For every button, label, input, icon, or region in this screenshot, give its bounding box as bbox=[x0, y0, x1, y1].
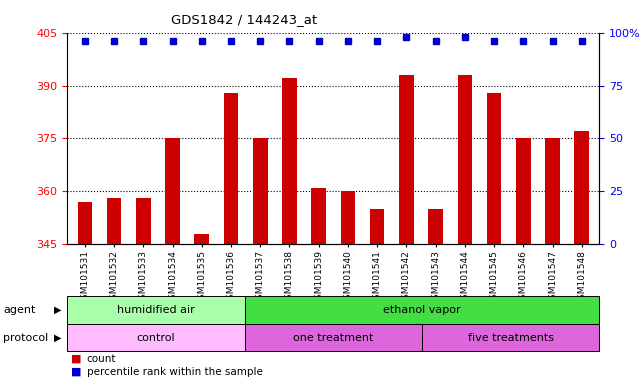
Bar bbox=[428, 209, 443, 244]
Text: GDS1842 / 144243_at: GDS1842 / 144243_at bbox=[171, 13, 317, 26]
Bar bbox=[422, 324, 599, 351]
Text: ethanol vapor: ethanol vapor bbox=[383, 305, 461, 315]
Bar bbox=[399, 75, 413, 244]
Bar bbox=[370, 209, 385, 244]
Bar bbox=[282, 78, 297, 244]
Text: ▶: ▶ bbox=[54, 333, 62, 343]
Bar bbox=[487, 93, 501, 244]
Bar bbox=[516, 138, 531, 244]
Text: ■: ■ bbox=[71, 367, 81, 377]
Bar bbox=[253, 138, 267, 244]
Bar bbox=[574, 131, 589, 244]
Bar bbox=[107, 199, 121, 244]
Bar bbox=[245, 296, 599, 324]
Bar bbox=[545, 138, 560, 244]
Bar bbox=[165, 138, 180, 244]
Text: agent: agent bbox=[3, 305, 36, 315]
Text: ■: ■ bbox=[71, 354, 81, 364]
Bar bbox=[136, 199, 151, 244]
Text: control: control bbox=[137, 333, 175, 343]
Bar bbox=[194, 233, 209, 244]
Text: ▶: ▶ bbox=[54, 305, 62, 315]
Text: humidified air: humidified air bbox=[117, 305, 195, 315]
Text: count: count bbox=[87, 354, 116, 364]
Bar bbox=[340, 191, 355, 244]
Text: protocol: protocol bbox=[3, 333, 49, 343]
Bar bbox=[67, 296, 245, 324]
Bar bbox=[67, 324, 245, 351]
Bar bbox=[224, 93, 238, 244]
Bar bbox=[312, 188, 326, 244]
Bar bbox=[458, 75, 472, 244]
Bar bbox=[245, 324, 422, 351]
Text: one treatment: one treatment bbox=[293, 333, 374, 343]
Bar bbox=[78, 202, 92, 244]
Text: percentile rank within the sample: percentile rank within the sample bbox=[87, 367, 262, 377]
Text: five treatments: five treatments bbox=[468, 333, 554, 343]
